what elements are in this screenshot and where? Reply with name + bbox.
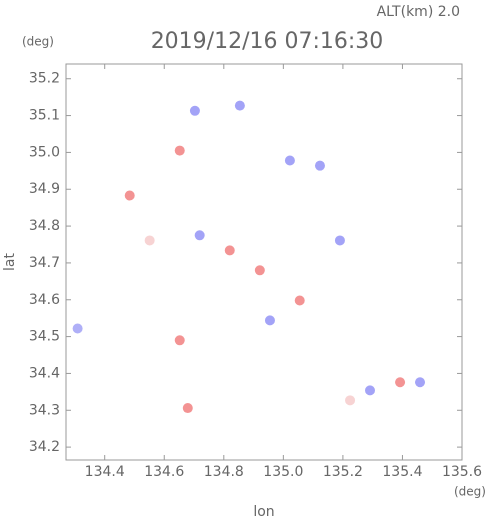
echo-cell xyxy=(364,385,375,396)
x-tick-label: 134.8 xyxy=(204,464,244,480)
echo-cell xyxy=(144,235,155,246)
y-tick-label: 34.2 xyxy=(29,439,60,455)
chart-title: 2019/12/16 07:16:30 xyxy=(151,29,384,54)
echo-cell xyxy=(264,315,275,326)
x-tick-label: 134.6 xyxy=(144,464,184,480)
y-tick-label: 34.4 xyxy=(29,365,60,381)
echo-cell xyxy=(234,100,245,111)
echo-cell xyxy=(345,395,356,406)
echo-cell xyxy=(72,323,83,334)
y-tick-label: 34.9 xyxy=(29,181,60,197)
y-tick-label: 34.5 xyxy=(29,329,60,345)
x-tick-label: 135.4 xyxy=(382,464,422,480)
echo-cell xyxy=(395,377,406,388)
y-tick-label: 35.1 xyxy=(29,108,60,124)
echo-cell xyxy=(224,245,235,256)
echo-cell xyxy=(124,190,135,201)
y-tick-label: 34.6 xyxy=(29,292,60,308)
y-unit: (deg) xyxy=(22,35,54,49)
echo-cell xyxy=(194,230,205,241)
echo-cell xyxy=(284,155,295,166)
x-tick-label: 135.0 xyxy=(263,464,303,480)
echo-cell xyxy=(174,335,185,346)
y-tick-label: 34.7 xyxy=(29,255,60,271)
echo-cell xyxy=(334,235,345,246)
echo-cell xyxy=(314,160,325,171)
echo-cell xyxy=(189,105,200,116)
x-tick-label: 134.4 xyxy=(85,464,125,480)
x-unit: (deg) xyxy=(454,485,486,499)
x-tick-label: 135.2 xyxy=(323,464,363,480)
x-axis-label: lon xyxy=(253,504,274,520)
y-axis-label: lat xyxy=(2,253,18,271)
chart-subtitle: ALT(km) 2.0 xyxy=(377,4,460,20)
echo-cell xyxy=(254,265,265,276)
plot-frame xyxy=(65,63,463,461)
y-tick-label: 35.0 xyxy=(29,144,60,160)
y-tick-label: 35.2 xyxy=(29,71,60,87)
echo-cell xyxy=(182,403,193,414)
echo-cell xyxy=(415,377,426,388)
echo-cell xyxy=(294,295,305,306)
x-tick-label: 135.6 xyxy=(442,464,482,480)
echo-cell xyxy=(174,145,185,156)
y-tick-label: 34.8 xyxy=(29,218,60,234)
y-tick-label: 34.3 xyxy=(29,402,60,418)
